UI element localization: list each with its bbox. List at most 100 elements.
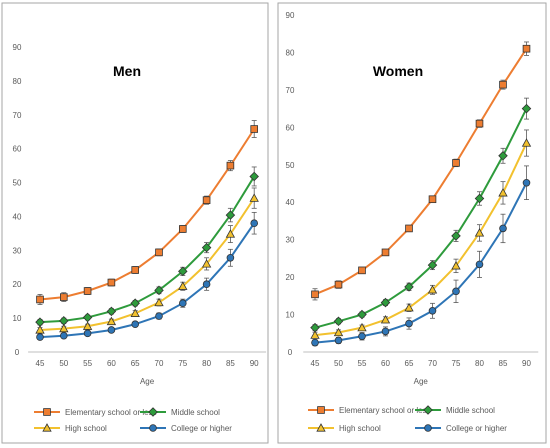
data-point [405, 319, 413, 328]
legend-label: High school [339, 424, 381, 433]
y-tick-label: 70 [13, 111, 22, 120]
data-point [498, 151, 508, 161]
series-line [39, 175, 256, 324]
x-tick-label: 55 [83, 359, 92, 368]
data-point [522, 44, 531, 53]
y-tick-label: 10 [13, 314, 22, 323]
x-tick-label: 45 [311, 359, 320, 368]
data-point [107, 326, 116, 334]
legend-marker [317, 406, 325, 414]
data-point [334, 280, 343, 289]
data-point [36, 295, 44, 304]
data-point [311, 290, 319, 299]
data-point [83, 287, 92, 295]
series-line [314, 142, 528, 337]
y-tick-label: 80 [286, 48, 295, 57]
data-point [155, 248, 163, 257]
legend-label: Elementary school or less [65, 408, 157, 417]
chart-title: Women [373, 63, 423, 79]
y-tick-label: 0 [288, 348, 293, 357]
data-point [334, 336, 343, 345]
data-point [155, 312, 163, 320]
data-point [249, 171, 259, 182]
data-point [106, 316, 117, 326]
data-point [380, 314, 391, 324]
data-point [474, 193, 485, 204]
data-point [179, 299, 187, 308]
data-point [452, 287, 460, 296]
data-point [475, 260, 484, 269]
x-tick-label: 65 [405, 359, 414, 368]
y-tick-label: 60 [286, 123, 295, 132]
data-point [474, 228, 485, 237]
chart-men: 0 10 20 30 40 50 60 70 80 90 45 50 55 60 65 70 75 80 85 90 A… [13, 43, 267, 433]
data-point [35, 325, 45, 334]
y-tick-label: 20 [13, 280, 22, 289]
y-tick-label: 90 [13, 43, 22, 52]
x-tick-label: 60 [381, 359, 390, 368]
y-tick-label: 40 [13, 212, 22, 221]
series-line [39, 222, 256, 339]
x-tick-label: 50 [59, 359, 68, 368]
legend-label: High school [65, 424, 107, 433]
chart-title: Men [113, 63, 141, 79]
x-tick-label: 75 [178, 359, 187, 368]
y-tick-label: 10 [286, 311, 295, 320]
data-point [310, 330, 320, 339]
series-line [39, 197, 256, 331]
legend-label: Middle school [171, 408, 220, 417]
legend-marker [42, 423, 52, 432]
data-point [59, 331, 68, 340]
y-tick-label: 0 [15, 348, 20, 357]
data-point [498, 188, 508, 197]
legend-marker [316, 423, 326, 432]
data-point [451, 261, 461, 270]
data-point [381, 327, 390, 336]
data-point [82, 321, 93, 330]
x-tick-label: 70 [428, 359, 437, 368]
data-point [178, 281, 188, 290]
data-point [499, 224, 507, 233]
y-tick-label: 90 [286, 11, 295, 20]
data-point [131, 320, 140, 329]
data-point [405, 224, 413, 233]
legend-label: College or higher [171, 424, 232, 433]
data-point [226, 253, 235, 262]
data-point [357, 322, 367, 332]
x-tick-label: 85 [499, 359, 508, 368]
data-point [521, 138, 532, 147]
data-point [249, 193, 259, 202]
y-tick-label: 30 [286, 236, 295, 245]
x-tick-label: 75 [452, 359, 461, 368]
data-point [451, 231, 461, 241]
data-point [225, 229, 236, 238]
data-point [225, 210, 236, 220]
y-tick-label: 20 [286, 273, 295, 282]
y-tick-label: 40 [286, 198, 295, 207]
data-point [428, 195, 437, 204]
data-point [201, 242, 212, 253]
x-axis-label: Age [414, 377, 429, 386]
data-point [60, 293, 68, 301]
x-tick-label: 70 [155, 359, 164, 368]
data-point [36, 333, 44, 341]
x-tick-label: 90 [522, 359, 531, 368]
data-point [178, 266, 188, 277]
x-tick-label: 55 [358, 359, 367, 368]
legend-label: Middle school [446, 406, 495, 415]
data-point [83, 329, 92, 338]
data-point [499, 80, 507, 89]
legend-marker [148, 407, 158, 417]
data-point [521, 103, 532, 114]
x-axis-label: Age [140, 377, 155, 386]
data-point [106, 306, 117, 317]
y-tick-label: 50 [286, 161, 295, 170]
x-tick-label: 80 [475, 359, 484, 368]
data-point [380, 297, 391, 308]
data-point [311, 338, 319, 347]
y-tick-label: 30 [13, 246, 22, 255]
data-point [358, 266, 366, 275]
x-tick-label: 50 [334, 359, 343, 368]
series-line [314, 48, 528, 296]
